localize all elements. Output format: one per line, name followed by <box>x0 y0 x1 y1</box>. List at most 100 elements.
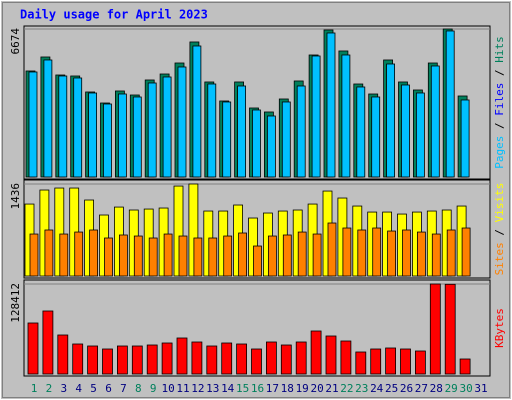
bar <box>387 230 397 277</box>
bar <box>148 237 158 277</box>
bar <box>88 92 97 178</box>
x-tick-label: 6 <box>105 382 112 395</box>
x-tick-label: 11 <box>176 382 189 395</box>
bar <box>311 55 321 178</box>
bar <box>444 283 456 375</box>
bar <box>312 233 322 277</box>
x-tick-label: 5 <box>90 382 97 395</box>
legend-entry: Files <box>493 83 506 116</box>
bar <box>102 348 113 375</box>
x-tick-label: 29 <box>445 382 458 395</box>
bar <box>221 342 233 375</box>
x-tick-label: 16 <box>251 382 264 395</box>
bar <box>266 115 276 178</box>
legend: Sites / Visits <box>493 183 506 276</box>
bar <box>461 227 471 277</box>
bar <box>162 76 172 178</box>
bar <box>28 71 38 178</box>
x-tick-label: 7 <box>120 382 127 395</box>
bar <box>341 54 351 178</box>
x-tick-label: 4 <box>75 382 82 395</box>
bar <box>327 222 337 277</box>
x-tick-label: 15 <box>236 382 249 395</box>
bar <box>44 229 54 277</box>
bar <box>253 245 262 277</box>
x-tick-label: 13 <box>206 382 219 395</box>
bar <box>400 348 411 375</box>
x-tick-label: 9 <box>150 382 157 395</box>
bar <box>296 85 306 178</box>
bar <box>59 233 69 277</box>
x-tick-label: 31 <box>474 382 487 395</box>
bar <box>431 233 441 277</box>
x-tick-label: 22 <box>340 382 353 395</box>
bar <box>326 32 336 178</box>
bar <box>430 65 440 178</box>
bar <box>132 96 142 178</box>
legend: Pages / Files / Hits <box>493 36 506 169</box>
x-tick-label: 10 <box>161 382 174 395</box>
x-tick-label: 19 <box>296 382 309 395</box>
bar <box>192 45 202 178</box>
x-tick-label: 30 <box>459 382 472 395</box>
bar <box>402 229 411 277</box>
legend-entry: KBytes <box>493 308 506 348</box>
x-tick-label: 26 <box>400 382 413 395</box>
bar <box>191 341 203 375</box>
bar <box>223 235 233 277</box>
bar <box>119 234 128 277</box>
bar <box>207 83 217 178</box>
bar <box>267 235 277 277</box>
bar <box>177 66 187 178</box>
bar <box>42 310 54 375</box>
y-tick-label: 1436 <box>9 183 22 210</box>
bar <box>118 93 127 178</box>
bar <box>117 345 128 375</box>
x-tick-label: 23 <box>355 382 368 395</box>
legend-entry: Sites <box>493 242 506 275</box>
bar <box>188 183 199 277</box>
bar <box>27 322 39 375</box>
bar <box>340 340 352 375</box>
bar <box>206 345 218 375</box>
x-tick-label: 3 <box>60 382 67 395</box>
bar <box>147 82 157 178</box>
x-tick-label: 14 <box>221 382 235 395</box>
bar <box>161 342 173 375</box>
bar <box>237 85 247 178</box>
bar <box>310 330 322 375</box>
bar <box>178 235 188 277</box>
bar <box>370 348 382 375</box>
bar <box>416 231 426 277</box>
x-tick-label: 27 <box>415 382 428 395</box>
bar <box>371 96 381 178</box>
bar <box>72 343 84 375</box>
x-tick-label: 17 <box>266 382 279 395</box>
bar <box>280 344 292 375</box>
legend-entry: / <box>493 63 506 83</box>
bar <box>133 235 143 277</box>
bar <box>429 283 441 375</box>
bar <box>386 63 396 178</box>
bar <box>176 337 188 375</box>
bar <box>372 227 382 277</box>
bar <box>173 185 184 277</box>
bar <box>325 335 337 375</box>
x-tick-label: 24 <box>370 382 384 395</box>
bar <box>57 334 69 375</box>
bar <box>282 234 292 277</box>
bar <box>281 101 291 178</box>
bar <box>163 233 173 277</box>
x-tick-label: 25 <box>385 382 398 395</box>
bar <box>238 232 248 277</box>
bar <box>74 231 84 277</box>
legend-entry: Pages <box>493 136 506 169</box>
bar <box>445 30 455 178</box>
bar <box>446 229 456 277</box>
legend-entry: Visits <box>493 183 506 223</box>
bar <box>54 187 65 277</box>
x-tick-label: 12 <box>191 382 204 395</box>
y-tick-label: 6674 <box>9 28 22 55</box>
